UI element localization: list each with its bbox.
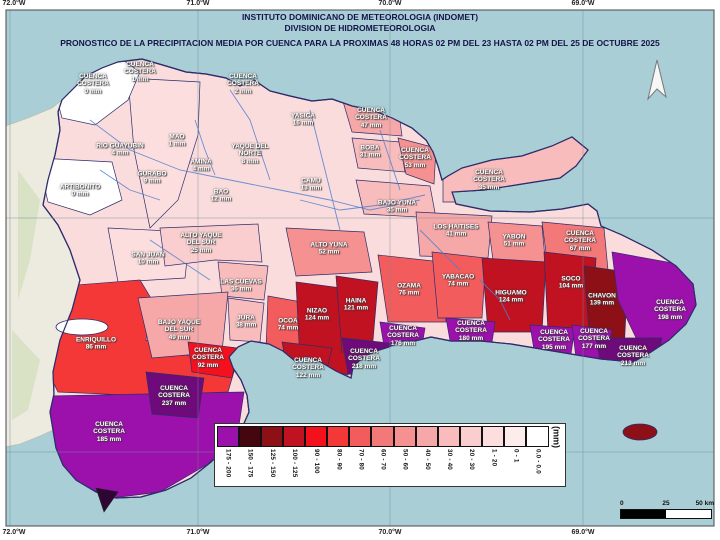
legend-range-label: 1 - 20 — [490, 449, 498, 467]
haiti-landmass — [6, 99, 81, 448]
legend-swatch — [504, 426, 527, 447]
legend-range-label: 30 - 40 — [445, 449, 453, 471]
lake-enriquillo — [55, 318, 109, 336]
coastline-outline — [42, 58, 697, 499]
legend-swatch — [415, 426, 438, 447]
longitude-label: 71.0°W — [186, 0, 210, 7]
map-frame-border — [5, 9, 715, 527]
basin-region-alto_yds — [159, 223, 263, 267]
basin-region-higuamo — [481, 257, 547, 333]
legend-unit-label: (mm) — [551, 426, 562, 448]
legend-range-label: 100 - 125 — [290, 449, 298, 478]
legend-range-label: 175 - 200 — [224, 449, 232, 478]
legend-swatch — [260, 426, 283, 447]
legend-bucket: 175 - 200 — [216, 426, 239, 485]
legend-bucket: 0 - 1 — [504, 426, 527, 485]
longitude-label: 69.0°W — [571, 529, 595, 536]
legend-swatch — [349, 426, 372, 447]
legend-bucket: 20 - 30 — [460, 426, 483, 485]
longitude-label: 70.0°W — [378, 0, 402, 7]
river-line — [479, 279, 511, 321]
basin-region-cc_nw0 — [54, 59, 141, 126]
legend-range-label: 0.0 - 0.0 — [534, 449, 542, 474]
legend-swatch — [238, 426, 261, 447]
saona-island — [622, 423, 658, 441]
river-line — [99, 169, 161, 201]
scale-tick-0: 0 — [620, 500, 624, 507]
legend-bucket: 50 - 60 — [393, 426, 416, 485]
river-line — [229, 89, 271, 181]
legend-swatch — [482, 426, 505, 447]
legend-bucket: 30 - 40 — [437, 426, 461, 485]
precipitation-legend: 175 - 200 150 - 175 125 - 150 100 - 125 90 -… — [214, 423, 566, 487]
legend-swatch — [282, 426, 306, 447]
basin-region-yabacao — [431, 251, 487, 319]
basin-region-haitises — [415, 211, 493, 259]
legend-bucket: 60 - 70 — [371, 426, 394, 485]
legend-bucket: 1 - 20 — [482, 426, 505, 485]
legend-swatch — [371, 426, 394, 447]
legend-range-label: 20 - 30 — [468, 449, 476, 471]
legend-unit-column: (mm) — [549, 426, 564, 485]
basin-region-ozama — [377, 254, 447, 323]
scale-bar-black-segment — [621, 510, 666, 518]
legend-range-label: 70 - 80 — [357, 449, 365, 471]
legend-bucket: 70 - 80 — [349, 426, 372, 485]
river-line — [299, 194, 426, 211]
scale-bar-white-segment — [666, 510, 711, 518]
legend-swatch — [216, 426, 239, 447]
longitude-label: 71.0°W — [186, 529, 210, 536]
basin-region-alto_yuna — [285, 227, 373, 277]
legend-range-label: 80 - 90 — [335, 449, 343, 471]
scale-bar-graphic — [620, 509, 712, 519]
legend-swatch — [526, 426, 549, 447]
scale-tick-25: 25 — [662, 500, 670, 507]
legend-bucket: 90 - 100 — [305, 426, 328, 485]
basin-region-jura — [227, 297, 265, 343]
longitude-label: 72.0°W — [2, 529, 26, 536]
legend-range-label: 60 - 70 — [379, 449, 387, 471]
longitude-label: 70.0°W — [378, 529, 402, 536]
legend-bucket: 125 - 150 — [260, 426, 283, 485]
legend-swatch — [393, 426, 416, 447]
basin-regions — [43, 59, 696, 498]
river-line — [309, 109, 341, 231]
scale-bar: 0 25 50 km — [620, 500, 714, 519]
legend-range-label: 90 - 100 — [313, 449, 321, 474]
legend-swatch — [327, 426, 350, 447]
longitude-label: 69.0°W — [571, 0, 595, 7]
north-arrow-icon — [647, 59, 667, 101]
legend-range-label: 125 - 150 — [268, 449, 276, 478]
legend-range-label: 40 - 50 — [423, 449, 431, 471]
legend-swatch — [305, 426, 328, 447]
legend-swatch — [460, 426, 483, 447]
beata-island — [95, 487, 119, 513]
basin-region-boba — [351, 137, 406, 173]
legend-bucket: 0.0 - 0.0 — [526, 426, 549, 485]
legend-range-label: 50 - 60 — [401, 449, 409, 471]
legend-range-label: 150 - 175 — [246, 449, 254, 478]
legend-bucket: 150 - 175 — [238, 426, 261, 485]
basin-region-las_cuevas — [217, 261, 269, 301]
basin-region-artibonito — [43, 157, 123, 216]
longitude-label: 72.0°W — [2, 0, 26, 7]
basin-region-mao — [127, 77, 201, 229]
river-line — [89, 119, 421, 211]
legend-bucket: 100 - 125 — [282, 426, 306, 485]
haiti-terrain-patch — [12, 330, 40, 420]
river-line — [149, 239, 211, 281]
scale-tick-50km: 50 km — [695, 500, 714, 507]
legend-bucket: 40 - 50 — [415, 426, 438, 485]
basin-region-cc_ped237 — [145, 371, 205, 419]
basin-region-cc_nagua — [397, 137, 437, 185]
legend-bucket: 80 - 90 — [327, 426, 350, 485]
basin-region-cc_bar92 — [187, 341, 239, 379]
haiti-terrain-patch — [18, 170, 40, 300]
legend-swatch — [437, 426, 461, 447]
river-line — [419, 229, 461, 271]
legend-range-label: 0 - 1 — [512, 449, 520, 463]
